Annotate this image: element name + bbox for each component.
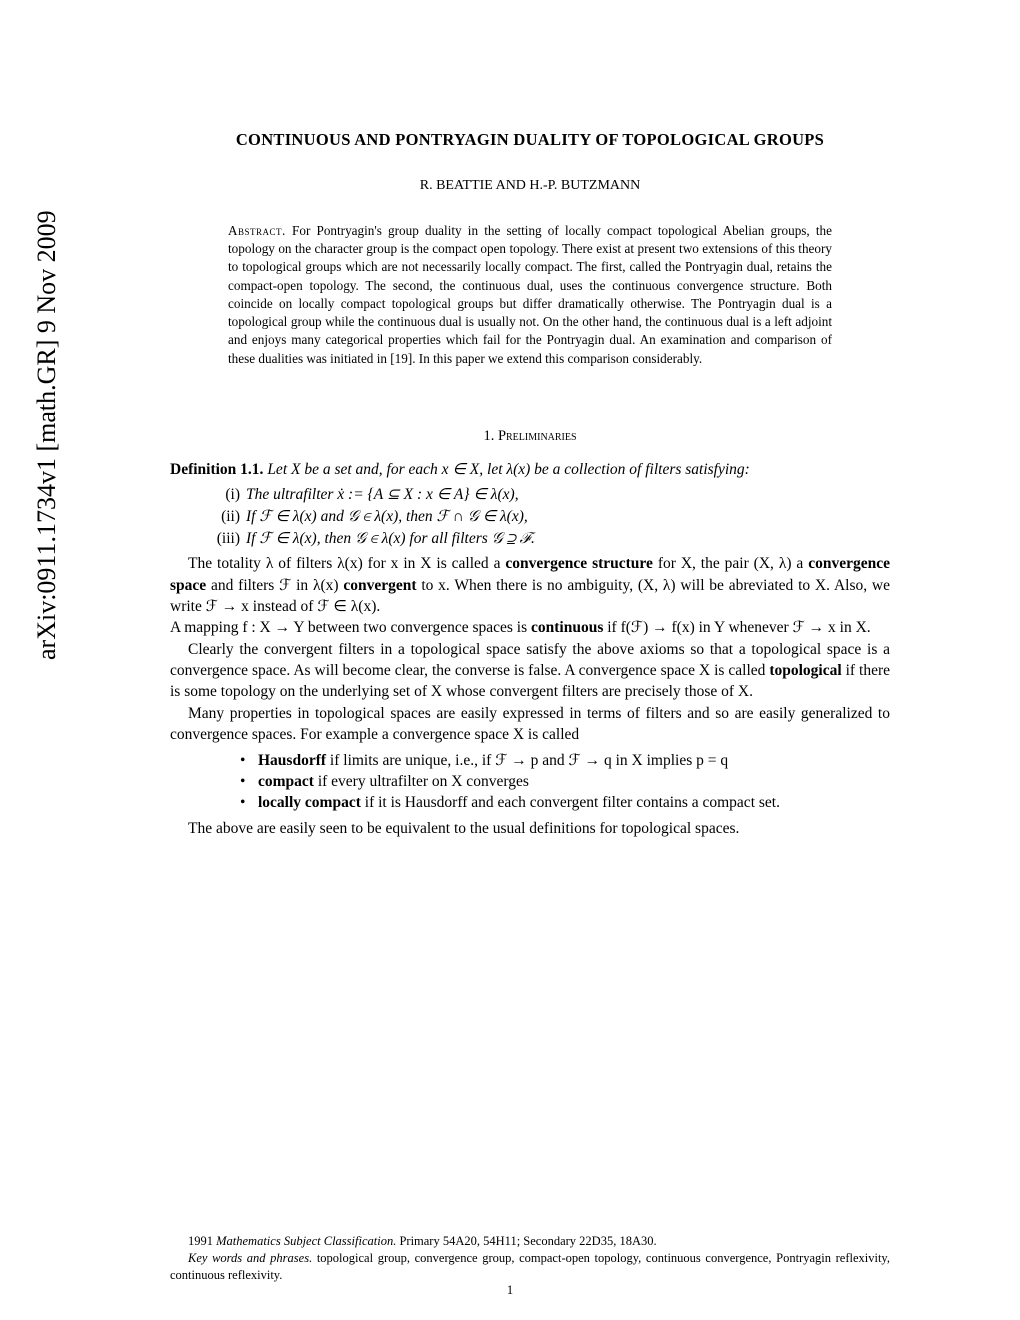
abstract-text: For Pontryagin's group duality in the se… xyxy=(228,223,832,366)
term: convergence structure xyxy=(505,555,653,572)
text: A mapping f : X → Y between two converge… xyxy=(170,619,531,636)
section-heading: 1. Preliminaries xyxy=(170,428,890,445)
term: topological xyxy=(769,662,841,679)
bullet-item: • compact if every ultrafilter on X conv… xyxy=(240,771,890,792)
footnotes: 1991 Mathematics Subject Classification.… xyxy=(170,1233,890,1284)
footnote-msc: 1991 Mathematics Subject Classification.… xyxy=(170,1233,890,1250)
abstract-label: Abstract. xyxy=(228,223,286,238)
text: and filters ℱ in λ(x) xyxy=(206,577,343,594)
paper-title: CONTINUOUS AND PONTRYAGIN DUALITY OF TOP… xyxy=(170,130,890,150)
bullet-term: locally compact xyxy=(258,794,361,811)
definition-item: (iii) If ℱ ∈ λ(x), then 𝒢 ∈ λ(x) for all… xyxy=(208,528,890,550)
term: continuous xyxy=(531,619,603,636)
bullet-text: if limits are unique, i.e., if ℱ → p and… xyxy=(326,752,728,769)
msc-label: Mathematics Subject Classification. xyxy=(216,1234,396,1248)
bullet-text: if it is Hausdorff and each convergent f… xyxy=(361,794,780,811)
bullet-mark: • xyxy=(240,771,258,792)
text: The totality λ of filters λ(x) for x in … xyxy=(188,555,505,572)
footnote-keywords: Key words and phrases. topological group… xyxy=(170,1250,890,1284)
bullet-item: • Hausdorff if limits are unique, i.e., … xyxy=(240,750,890,771)
paragraph: The above are easily seen to be equivale… xyxy=(170,818,890,839)
text: Primary 54A20, 54H11; Secondary 22D35, 1… xyxy=(396,1234,656,1248)
definition-paragraph: Definition 1.1. Let X be a set and, for … xyxy=(170,459,890,480)
def-item-text: If ℱ ∈ λ(x) and 𝒢 ∈ λ(x), then ℱ ∩ 𝒢 ∈ λ… xyxy=(246,506,528,528)
definition-list: (i) The ultrafilter ẋ := {A ⊆ X : x ∈ A}… xyxy=(208,484,890,549)
bullet-mark: • xyxy=(240,792,258,813)
paper-content: CONTINUOUS AND PONTRYAGIN DUALITY OF TOP… xyxy=(170,130,890,839)
bullet-item: • locally compact if it is Hausdorff and… xyxy=(240,792,890,813)
bullet-text: if every ultrafilter on X converges xyxy=(314,773,529,790)
definition-item: (ii) If ℱ ∈ λ(x) and 𝒢 ∈ λ(x), then ℱ ∩ … xyxy=(208,506,890,528)
definition-item: (i) The ultrafilter ẋ := {A ⊆ X : x ∈ A}… xyxy=(208,484,890,506)
paragraph: Many properties in topological spaces ar… xyxy=(170,703,890,746)
def-num: (iii) xyxy=(208,528,246,550)
def-item-text: The ultrafilter ẋ := {A ⊆ X : x ∈ A} ∈ λ… xyxy=(246,484,519,506)
arxiv-identifier: arXiv:0911.1734v1 [math.GR] 9 Nov 2009 xyxy=(32,210,62,660)
text: 1991 xyxy=(188,1234,216,1248)
page-number: 1 xyxy=(0,1283,1020,1298)
bullet-mark: • xyxy=(240,750,258,771)
keywords-label: Key words and phrases. xyxy=(188,1251,312,1265)
paragraph: A mapping f : X → Y between two converge… xyxy=(170,617,890,638)
bullet-term: compact xyxy=(258,773,314,790)
paragraph: Clearly the convergent filters in a topo… xyxy=(170,639,890,703)
text: for X, the pair (X, λ) a xyxy=(653,555,808,572)
paper-authors: R. BEATTIE AND H.-P. BUTZMANN xyxy=(170,178,890,194)
def-item-text: If ℱ ∈ λ(x), then 𝒢 ∈ λ(x) for all filte… xyxy=(246,528,535,550)
body-text: Definition 1.1. Let X be a set and, for … xyxy=(170,459,890,839)
definition-text: Let X be a set and, for each x ∈ X, let … xyxy=(267,461,750,478)
text: if f(ℱ) → f(x) in Y whenever ℱ → x in X. xyxy=(603,619,870,636)
term: convergent xyxy=(343,577,416,594)
definition-label: Definition 1.1. xyxy=(170,461,263,478)
paragraph: The totality λ of filters λ(x) for x in … xyxy=(170,553,890,617)
def-num: (ii) xyxy=(208,506,246,528)
def-num: (i) xyxy=(208,484,246,506)
bullet-list: • Hausdorff if limits are unique, i.e., … xyxy=(240,750,890,814)
bullet-term: Hausdorff xyxy=(258,752,326,769)
abstract-block: Abstract. For Pontryagin's group duality… xyxy=(228,222,832,368)
